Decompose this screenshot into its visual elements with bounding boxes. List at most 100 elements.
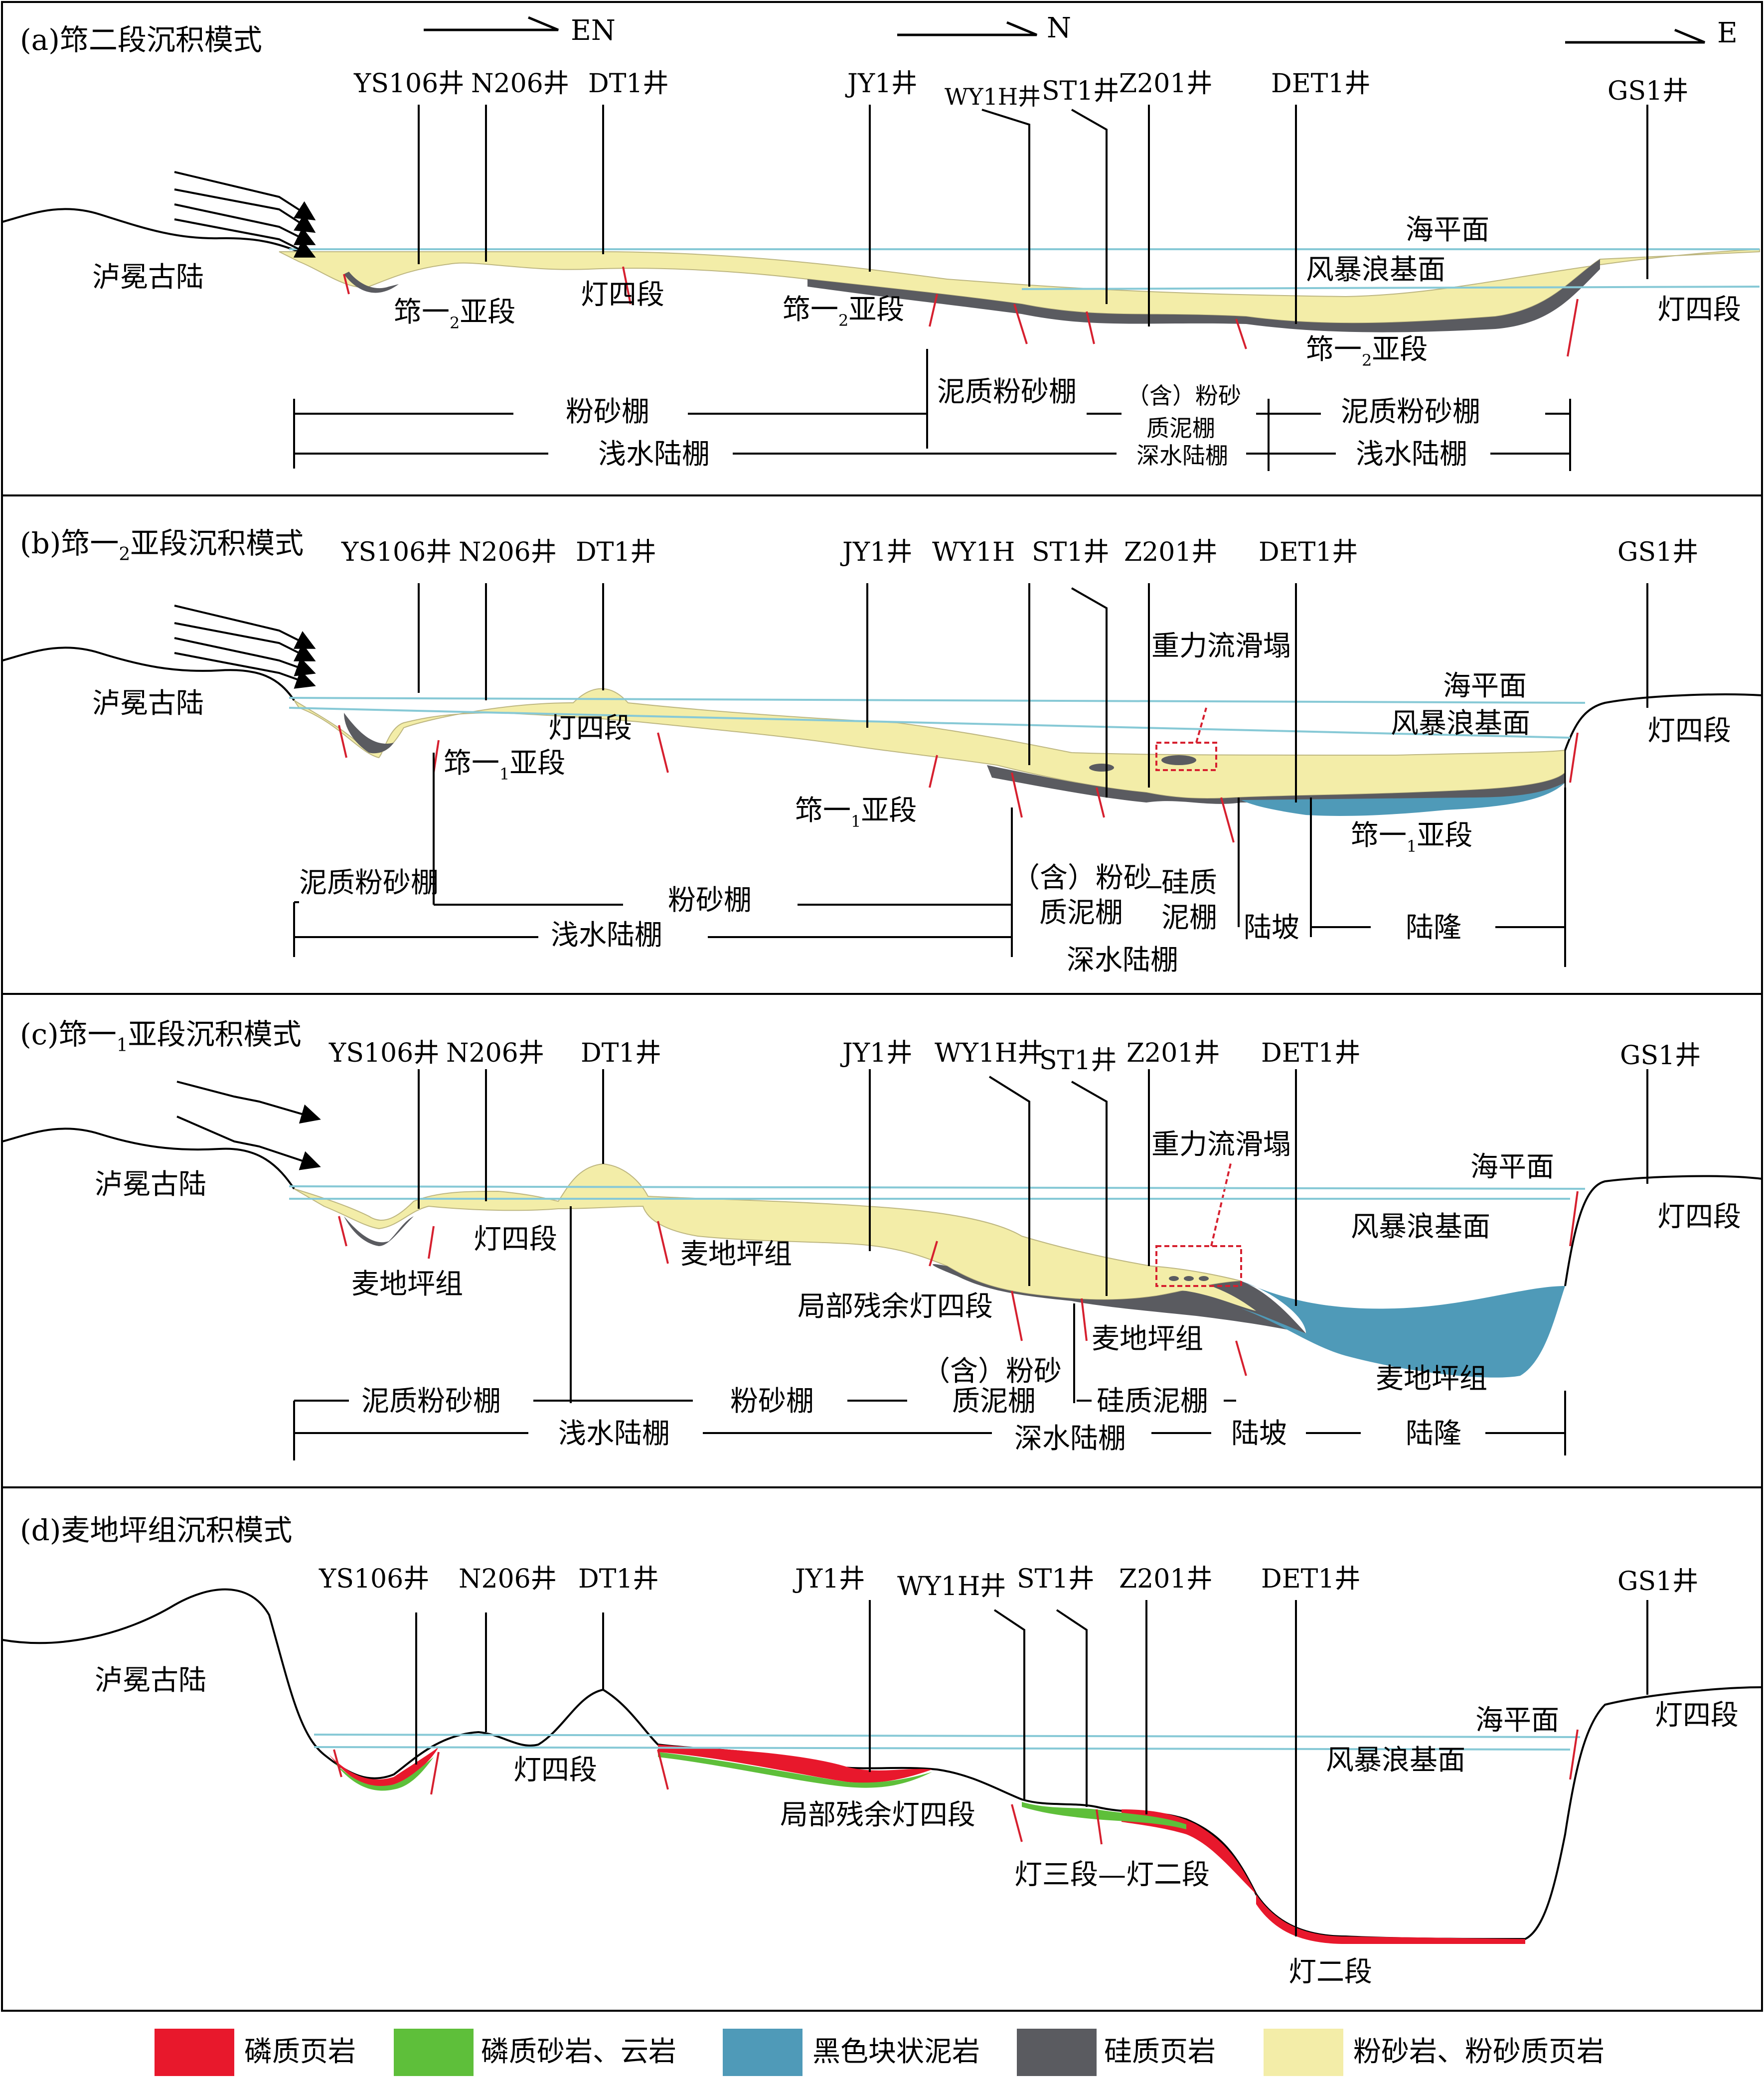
land-surface — [2, 646, 295, 701]
legend-label: 磷质砂岩、云岩 — [481, 2036, 676, 2068]
zone-label: 泥质粉砂棚 — [361, 1385, 501, 1418]
well-label: DT1井 — [588, 69, 668, 99]
legend-label: 黑色块状泥岩 — [812, 2036, 980, 2068]
well-label: Z201井 — [1119, 1564, 1212, 1594]
well-label: JY1井 — [793, 1564, 865, 1594]
zone-label: 泥棚 — [1161, 902, 1217, 934]
land-label: 泸冕古陆 — [92, 261, 204, 294]
gravity-slump-leader — [1210, 1161, 1232, 1247]
legend-label: 硅质页岩 — [1104, 2036, 1216, 2068]
direction-arrow-n — [897, 21, 1705, 44]
well-label: N206井 — [471, 69, 569, 99]
zone-label: （含）粉砂 — [1126, 382, 1241, 409]
wave-arrows — [174, 605, 316, 689]
black-mudstone — [1241, 783, 1565, 816]
well-label: DET1井 — [1259, 537, 1358, 567]
well-label: ST1井 — [1032, 537, 1109, 567]
siliceous-layer — [344, 259, 1600, 332]
well-label: ST1井 — [1039, 1046, 1117, 1076]
well-label: DT1井 — [576, 537, 656, 567]
formation-label: 麦地坪组 — [1376, 1363, 1487, 1395]
land-label: 泸冕古陆 — [95, 1664, 206, 1697]
zone-label: 粉砂棚 — [668, 884, 752, 917]
dengsi-label: 灯四段 — [1647, 715, 1731, 747]
residual-label: 局部残余灯四段 — [798, 1290, 993, 1323]
direction-arrow — [424, 16, 559, 31]
wells — [418, 105, 1648, 326]
land-label: 泸冕古陆 — [92, 687, 204, 720]
zone-label: 陆坡 — [1231, 1418, 1287, 1450]
well-label: GS1井 — [1617, 1567, 1698, 1597]
phosphatic-sandstone — [334, 1752, 1186, 1829]
legend-label: 磷质页岩 — [244, 2036, 356, 2068]
storm-base-label: 风暴浪基面 — [1326, 1744, 1465, 1776]
zone-label: 质泥棚 — [952, 1385, 1036, 1418]
gravity-slump-box — [1155, 742, 1217, 771]
sea-level-line — [289, 1185, 1586, 1190]
zone-label: 质泥棚 — [1039, 897, 1123, 929]
panel-frames — [1, 1, 1763, 2012]
unit-label: 筇一1亚段 — [795, 795, 917, 831]
well-label: DT1井 — [581, 1038, 661, 1068]
faults — [333, 1729, 1579, 1845]
panel-d: (d)麦地坪组沉积模式 YS106井 N206井 DT1井 JY1井 WY1H井… — [2, 1513, 1763, 1988]
slump-lens — [1089, 764, 1114, 772]
well-label: Z201井 — [1124, 537, 1217, 567]
gravity-label: 重力流滑塌 — [1151, 1128, 1291, 1161]
formation-label: 麦地坪组 — [680, 1238, 792, 1271]
land-surface — [2, 1127, 295, 1190]
storm-base-line — [1021, 286, 1760, 290]
panel-d-title: (d)麦地坪组沉积模式 — [20, 1513, 292, 1547]
panel-a-title: (a)筇二段沉积模式 — [20, 23, 262, 57]
sea-level-label: 海平面 — [1406, 214, 1489, 246]
siliceous-layer — [344, 713, 1565, 804]
storm-base-label: 风暴浪基面 — [1306, 254, 1445, 286]
slump-lens — [1199, 1276, 1209, 1281]
faults — [338, 1191, 1579, 1376]
well-label: N206井 — [459, 1564, 557, 1594]
formation-label: 麦地坪组 — [1092, 1323, 1203, 1355]
unit-label: 筇一1亚段 — [444, 747, 565, 784]
well-label: JY1井 — [840, 1038, 912, 1068]
well-label: ST1井 — [1017, 1564, 1094, 1594]
zone-label: 粉砂棚 — [566, 396, 649, 428]
residual-label: 局部残余灯四段 — [780, 1799, 975, 1831]
storm-base-label: 风暴浪基面 — [1351, 1211, 1490, 1243]
zone-brackets — [293, 349, 1571, 471]
legend-swatch — [723, 2029, 802, 2076]
slump-lens — [1161, 755, 1196, 765]
well-label: DET1井 — [1261, 1564, 1360, 1594]
dengsi-label: 灯四段 — [1657, 1201, 1741, 1233]
zone-label: 浅水陆棚 — [551, 919, 662, 952]
unit-label: 筇一2亚段 — [1306, 333, 1428, 370]
zone-brackets — [293, 1206, 1566, 1460]
unit-label: 筇一2亚段 — [783, 294, 904, 330]
topographic-profile — [2, 1588, 1763, 1940]
slump-lens — [1184, 1276, 1194, 1281]
well-label: WY1H井 — [945, 83, 1041, 110]
well-label: WY1H井 — [935, 1038, 1043, 1068]
sea-level-line — [289, 697, 1586, 704]
well-label: ST1井 — [1042, 76, 1119, 106]
slump-lens — [1097, 1276, 1256, 1311]
direction-label-n: N — [1047, 12, 1071, 44]
well-label: N206井 — [459, 537, 557, 567]
zone-label: 泥质粉砂棚 — [937, 376, 1077, 408]
well-label: DET1井 — [1271, 69, 1370, 99]
zone-label: 深水陆棚 — [1136, 442, 1228, 469]
well-label: WY1H井 — [897, 1572, 1006, 1602]
sea-level-label: 海平面 — [1443, 670, 1527, 702]
formation-label: 麦地坪组 — [351, 1268, 463, 1300]
faults — [343, 266, 1579, 357]
zone-label: 浅水陆棚 — [558, 1418, 670, 1450]
zone-label: 深水陆棚 — [1067, 944, 1178, 976]
well-label: DET1井 — [1261, 1038, 1360, 1068]
well-label: Z201井 — [1126, 1038, 1220, 1068]
unit-label: 灯二段 — [1288, 1956, 1372, 1988]
wave-arrows — [174, 171, 316, 258]
storm-base-line — [289, 707, 1571, 739]
unit-label: 灯三段—灯二段 — [1014, 1859, 1210, 1891]
zone-label: 浅水陆棚 — [1356, 438, 1467, 471]
legend: 磷质页岩 磷质砂岩、云岩 黑色块状泥岩 硅质页岩 粉砂岩、粉砂质页岩 — [155, 2029, 1604, 2076]
